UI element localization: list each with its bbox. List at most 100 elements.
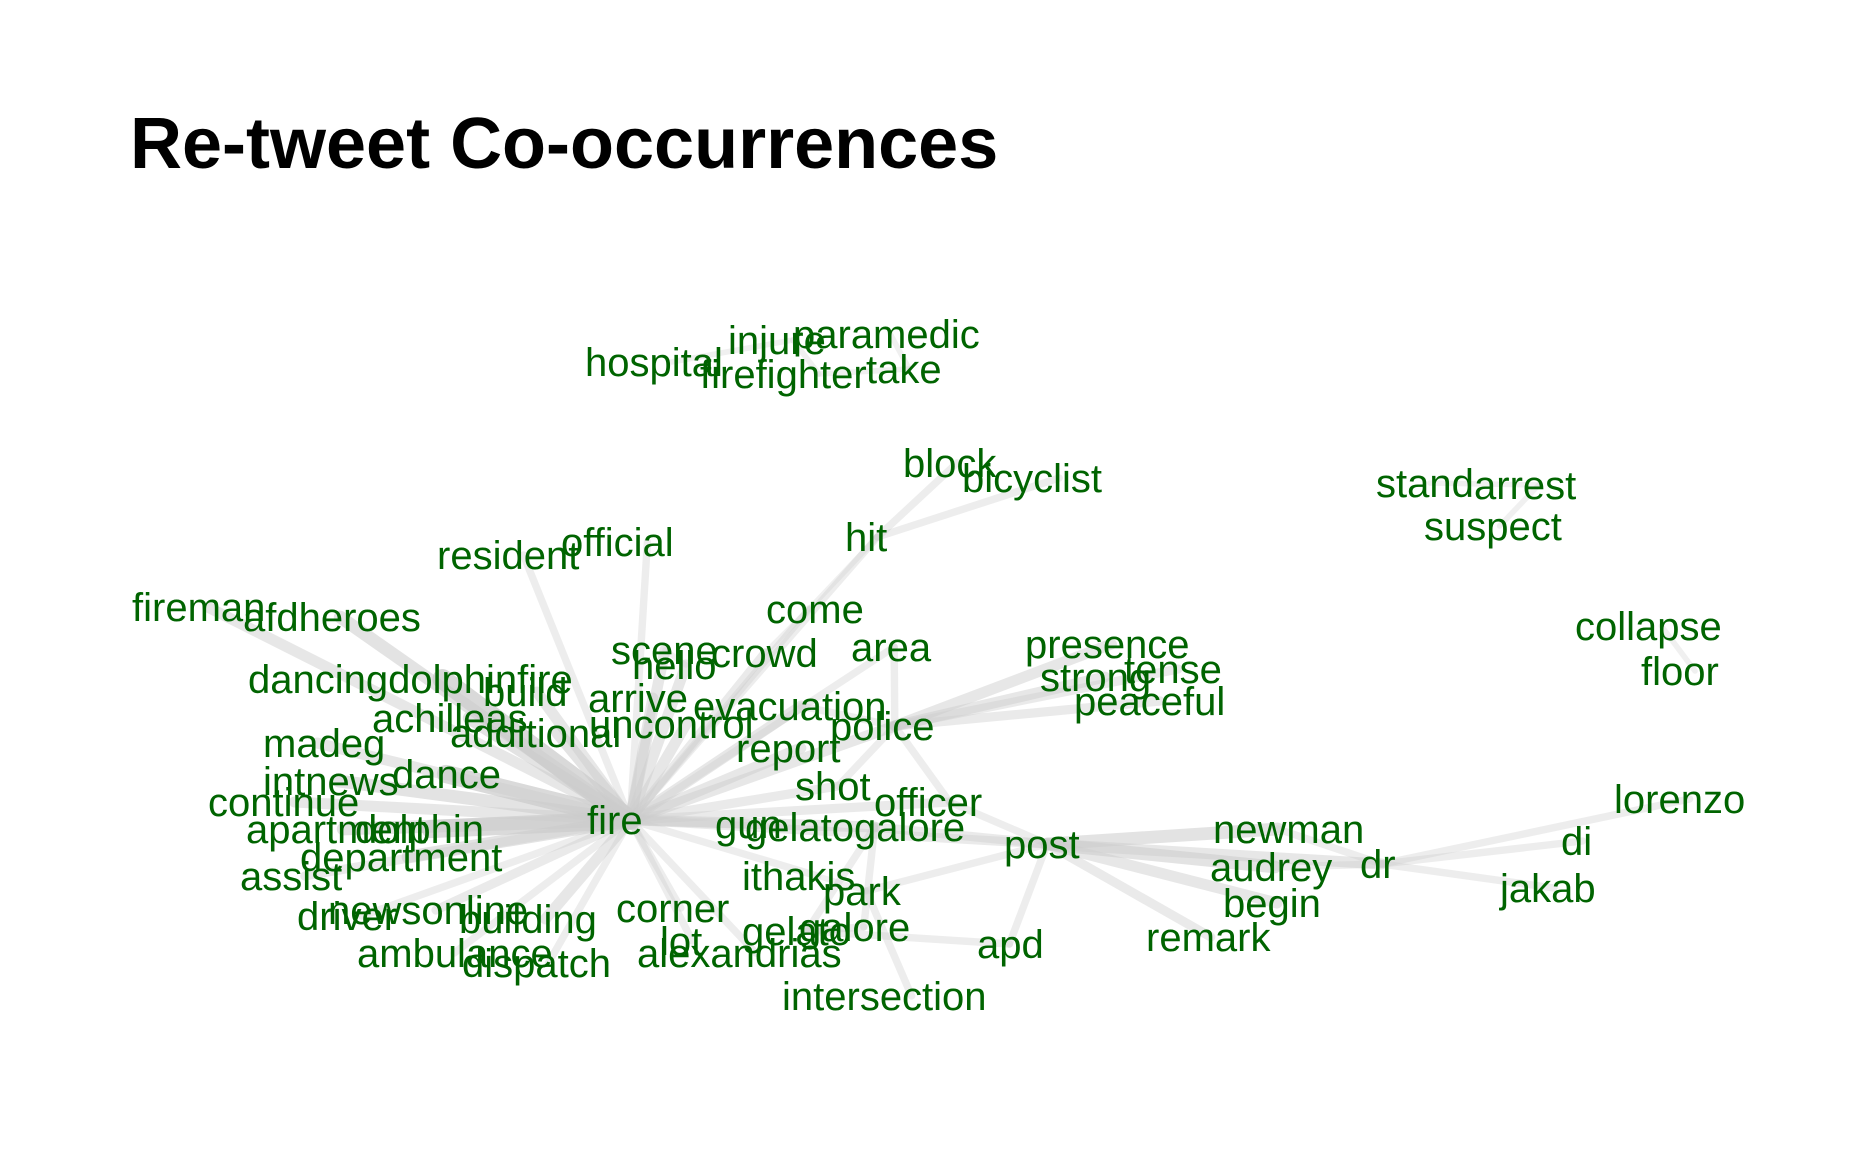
- edge-fire-officer: [625, 797, 955, 825]
- edge-dr-lorenzo: [1377, 795, 1694, 868]
- node-label-tense: tense: [1124, 648, 1222, 692]
- edge-fire-police: [624, 720, 901, 826]
- node-label-gelato: gelato: [742, 910, 851, 954]
- node-label-firefighter: firefighter: [700, 353, 867, 397]
- edge-hit-block: [873, 459, 961, 541]
- node-label-peaceful: peaceful: [1074, 680, 1225, 724]
- edge-post-officer: [945, 798, 1051, 848]
- node-label-take: take: [866, 348, 942, 392]
- node-label-uncontrol: uncontrol: [589, 703, 754, 747]
- edge-dr-di: [1377, 837, 1587, 868]
- node-label-fire: fire: [587, 799, 643, 843]
- edge-post-audrey: [1040, 837, 1282, 874]
- node-label-paramedic: paramedic: [793, 313, 980, 357]
- node-label-hospital: hospital: [585, 341, 723, 385]
- node-label-achilleas: achilleas: [372, 697, 528, 741]
- node-label-build: build: [483, 671, 568, 715]
- edge-fire-achilleas: [462, 711, 637, 827]
- edge-hospital-injure: [668, 337, 796, 365]
- edge-fire-area: [626, 643, 898, 824]
- node-label-gelatogalore: gelatogalore: [745, 806, 965, 850]
- node-label-continue: continue: [208, 781, 359, 825]
- edge-police-tense: [890, 664, 1183, 731]
- edge-injure-firefighter: [789, 337, 822, 377]
- node-label-afdheroes: afdheroes: [243, 596, 421, 640]
- edge-police-presence: [889, 638, 1117, 732]
- edge-post-begin: [1041, 838, 1283, 909]
- edge-police-peaceful: [890, 696, 1166, 731]
- node-label-arrest: arrest: [1474, 464, 1576, 508]
- node-label-block: block: [903, 442, 997, 486]
- edge-fire-build: [531, 686, 636, 826]
- node-label-stand: stand: [1376, 462, 1474, 506]
- edge-fire-lot: [626, 816, 697, 945]
- edge-fire-driver: [358, 816, 634, 920]
- node-label-police: police: [830, 705, 935, 749]
- node-label-department: department: [300, 836, 502, 880]
- edge-firefighter-take: [815, 366, 913, 377]
- node-label-gun: gun: [715, 803, 782, 847]
- edge-fire-ithakis: [626, 816, 822, 880]
- node-label-come: come: [766, 588, 864, 632]
- node-label-alexandrias: alexandrias: [637, 932, 842, 976]
- edge-hit-bicyclist: [873, 474, 1063, 541]
- node-label-dancingdolphinfire: dancingdolphinfire: [248, 658, 573, 702]
- node-label-floor: floor: [1641, 650, 1719, 694]
- node-label-intersection: intersection: [782, 975, 987, 1019]
- node-label-resident: resident: [437, 534, 579, 578]
- edge-crowd-come: [762, 606, 813, 656]
- edge-police-area: [890, 643, 899, 730]
- edge-police-officer: [891, 722, 954, 806]
- node-label-report: report: [736, 727, 841, 771]
- node-label-presence: presence: [1025, 623, 1190, 667]
- edge-fire-report: [624, 742, 807, 826]
- node-label-additional: additional: [450, 712, 621, 756]
- edge-fire-building: [539, 814, 636, 925]
- edge-fire-intnews: [332, 774, 637, 827]
- edge-fire-alexandrias: [626, 816, 760, 957]
- edge-post-remark: [1042, 839, 1216, 942]
- edge-fire-dispatch: [544, 816, 634, 967]
- node-label-dispatch: dispatch: [462, 942, 611, 986]
- edge-fire-hit: [626, 533, 882, 824]
- edge-post-park: [862, 840, 1051, 895]
- node-label-di: di: [1561, 820, 1592, 864]
- edge-police-evacuation: [797, 702, 899, 730]
- chart-title: Re-tweet Co-occurrences: [130, 104, 999, 184]
- edge-fire-fireman: [202, 601, 636, 826]
- node-label-crowd: crowd: [711, 632, 818, 676]
- node-label-jakab: jakab: [1499, 867, 1596, 911]
- edge-fire-hello: [624, 659, 692, 826]
- edge-post-apd: [1005, 840, 1051, 948]
- edge-fire-department: [401, 813, 637, 864]
- edge-fire-shot: [625, 781, 843, 825]
- node-label-remark: remark: [1146, 916, 1271, 960]
- node-label-dance: dance: [392, 753, 501, 797]
- node-label-apartment: apartment: [246, 808, 426, 852]
- node-label-driver: driver: [297, 895, 397, 939]
- node-label-begin: begin: [1223, 882, 1321, 926]
- edge-scene-hello: [662, 647, 689, 668]
- edge-police-strong: [889, 671, 1111, 732]
- node-label-lot: lot: [660, 920, 702, 964]
- node-label-apd: apd: [977, 923, 1044, 967]
- edge-fire-assist: [300, 815, 635, 881]
- node-label-building: building: [459, 898, 597, 942]
- edge-dr-newman: [1274, 825, 1386, 868]
- edge-fire-ambulance: [450, 816, 634, 957]
- node-label-dolphin: dolphin: [355, 808, 484, 852]
- node-label-official: official: [561, 521, 674, 565]
- edge-police-shot: [834, 722, 899, 790]
- node-label-suspect: suspect: [1424, 505, 1562, 549]
- edge-dr-audrey: [1271, 860, 1386, 871]
- node-label-galore: galore: [799, 906, 910, 950]
- edge-park-intersection: [862, 887, 916, 1000]
- node-label-hit: hit: [845, 516, 887, 560]
- edge-fire-come: [626, 605, 813, 824]
- edge-gelatogalore-galore: [860, 823, 879, 931]
- node-label-lorenzo: lorenzo: [1614, 778, 1745, 822]
- edge-fire-official: [626, 538, 652, 824]
